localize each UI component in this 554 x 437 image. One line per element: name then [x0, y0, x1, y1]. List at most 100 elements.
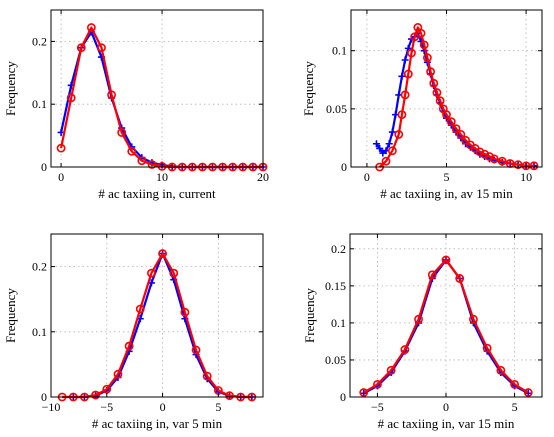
x-tick-label: 5	[512, 400, 518, 414]
data-point-circle	[523, 388, 533, 397]
x-tick-label: 0	[58, 170, 64, 184]
x-tick-label: −5	[371, 400, 384, 414]
series-line-blue	[60, 30, 263, 169]
y-tick-label: 0.05	[325, 353, 346, 367]
x-tick-label: 5	[444, 170, 450, 184]
data-point-circle	[400, 90, 410, 100]
data-point-circle	[442, 110, 451, 120]
data-point-circle	[456, 130, 466, 139]
y-tick-label: 0.1	[32, 325, 47, 339]
data-point-circle	[397, 110, 407, 120]
data-point-circle	[387, 146, 397, 156]
data-point-circle	[429, 78, 439, 88]
data-point-circle	[435, 96, 445, 106]
axes-box	[50, 233, 264, 398]
y-tick-label: 0.2	[32, 260, 47, 274]
data-point-circle	[451, 124, 461, 134]
data-point-circle	[225, 391, 234, 401]
data-point-circle	[427, 270, 437, 280]
x-tick-label: 0	[160, 400, 166, 414]
data-point-circle	[400, 345, 410, 354]
x-tick-label: 0	[364, 170, 370, 184]
x-axis-label: # ac taxiing in, var 15 min	[378, 416, 515, 431]
y-tick-label: 0	[41, 390, 47, 404]
chart-panel-1: 0 10 20 0 0.1 0.2 # ac taxiing in, current Freq…	[3, 9, 269, 201]
data-point-circle	[432, 88, 442, 97]
series-line-red	[62, 252, 252, 399]
data-point-circle	[416, 28, 426, 38]
data-point-circle	[419, 40, 429, 50]
x-axis-label: # ac taxiing in, av 15 min	[380, 186, 513, 201]
data-point-circle	[410, 32, 420, 42]
data-point-circle	[529, 161, 539, 171]
data-point-circle	[157, 161, 167, 171]
data-point-circle	[359, 388, 369, 397]
data-point-circle	[76, 43, 86, 53]
data-point-circle	[455, 274, 465, 283]
y-axis-label: Frequency	[3, 288, 18, 343]
data-point-plus	[398, 72, 406, 80]
chart-panel-4: −5 0 5 0 0.05 0.1 0.15 0.2 # ac taxiing in, var …	[302, 233, 543, 431]
data-point-circle	[66, 93, 76, 103]
data-point-circle	[513, 160, 523, 170]
data-point-circle	[135, 304, 145, 314]
y-tick-label: 0.1	[332, 44, 347, 58]
y-tick-label: 0.1	[331, 316, 346, 330]
x-axis-label: # ac taxiing in, current	[98, 186, 216, 201]
data-point-circle	[107, 90, 116, 100]
data-point-circle	[496, 365, 506, 375]
x-tick-label: 0	[443, 400, 449, 414]
y-tick-label: 0.05	[326, 102, 347, 116]
data-point-circle	[137, 156, 147, 166]
data-point-circle	[407, 48, 416, 58]
data-point-circle	[86, 23, 96, 32]
y-tick-label: 0.2	[32, 34, 47, 48]
x-tick-label: 10	[156, 170, 168, 184]
y-tick-label: 0.1	[32, 97, 47, 111]
data-point-circle	[475, 147, 485, 157]
y-axis-label: Frequency	[3, 61, 18, 116]
data-point-plus	[372, 140, 380, 148]
y-tick-label: 0.2	[331, 242, 346, 256]
data-point-circle	[489, 154, 499, 164]
data-point-circle	[510, 380, 519, 389]
x-tick-label: −5	[100, 400, 113, 414]
data-point-circle	[480, 149, 490, 159]
data-point-circle	[56, 143, 66, 153]
data-point-circle	[117, 128, 127, 137]
data-point-plus	[401, 56, 409, 64]
data-point-circle	[191, 345, 201, 355]
y-tick-label: 0.15	[325, 279, 346, 293]
data-point-circle	[373, 380, 382, 389]
data-point-circle	[469, 314, 478, 324]
data-point-circle	[158, 249, 167, 258]
data-point-circle	[147, 268, 156, 278]
chart-panel-2: 0 5 10 0 0.05 0.1 # ac taxiing in, av 15 min Fr…	[301, 9, 543, 201]
data-point-circle	[169, 268, 179, 278]
x-tick-label: 20	[257, 170, 269, 184]
data-point-circle	[403, 69, 413, 79]
chart-panel-3: −10 −5 0 5 0 0.1 0.2 # ac taxiing in, var 5 min…	[3, 233, 264, 431]
data-point-circle	[102, 384, 112, 394]
y-tick-label: 0	[341, 160, 347, 174]
data-point-plus	[376, 144, 384, 152]
x-tick-label: 5	[215, 400, 221, 414]
data-point-plus	[385, 140, 393, 148]
data-point-circle	[461, 135, 470, 145]
data-point-circle	[414, 314, 423, 324]
data-point-circle	[422, 53, 432, 63]
data-point-circle	[127, 146, 137, 156]
data-point-circle	[91, 390, 101, 400]
series-line-blue	[375, 32, 535, 167]
x-tick-label: −10	[42, 400, 61, 414]
data-point-circle	[446, 117, 456, 127]
y-axis-label: Frequency	[302, 288, 317, 343]
data-point-circle	[386, 365, 396, 375]
data-point-circle	[441, 255, 451, 265]
data-point-circle	[124, 341, 134, 351]
data-point-circle	[394, 130, 404, 139]
data-point-circle	[497, 156, 507, 166]
y-axis-label: Frequency	[301, 61, 316, 116]
data-point-circle	[426, 67, 435, 77]
